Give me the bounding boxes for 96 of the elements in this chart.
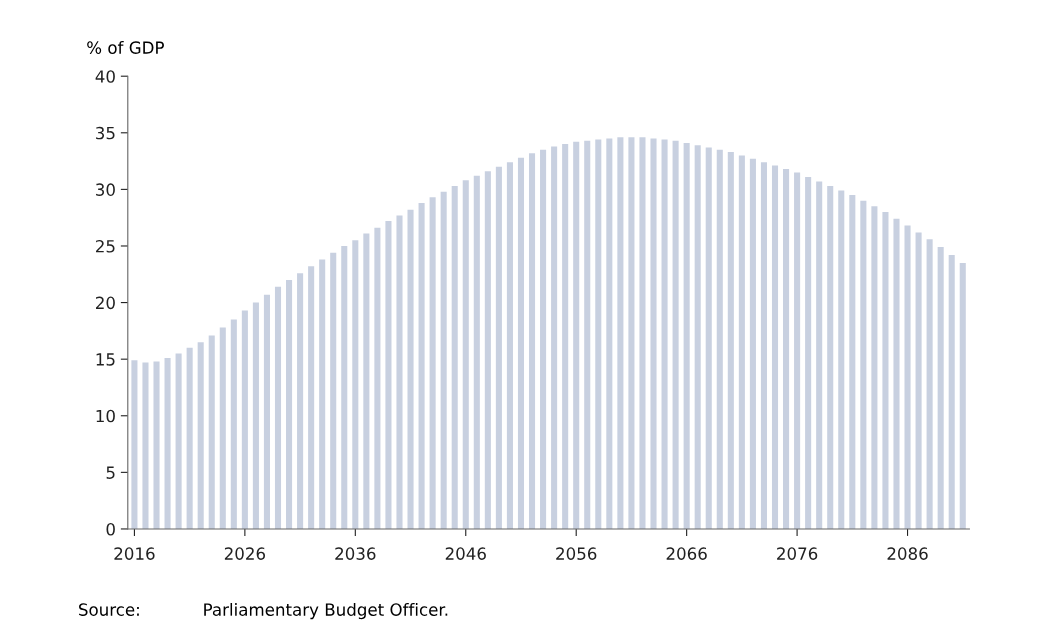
y-tick-label: 30 <box>96 183 115 196</box>
bar <box>860 200 867 529</box>
bar <box>595 139 602 529</box>
bar <box>672 140 679 529</box>
bar <box>341 245 348 529</box>
bar <box>573 141 580 529</box>
bar <box>506 162 513 529</box>
bar <box>661 139 668 529</box>
bar <box>926 239 933 529</box>
bar <box>297 273 304 529</box>
bar <box>186 347 193 529</box>
bar <box>462 180 469 529</box>
bar <box>727 152 734 529</box>
bar <box>396 215 403 529</box>
y-tick-label: 10 <box>96 409 115 423</box>
bar <box>783 169 790 529</box>
bar <box>838 190 845 529</box>
bar <box>749 158 756 529</box>
bar <box>528 153 536 529</box>
x-tick-label: 2056 <box>556 547 597 560</box>
x-tick-label: 2086 <box>887 547 928 560</box>
bar <box>738 155 745 529</box>
bar <box>197 342 204 529</box>
bar <box>352 240 359 529</box>
y-tick-label: 15 <box>96 353 115 366</box>
bar <box>241 310 248 529</box>
bar <box>948 255 955 529</box>
bar <box>805 176 812 529</box>
bar <box>274 286 282 529</box>
bar <box>319 259 326 529</box>
bar <box>363 233 370 529</box>
bar <box>495 166 502 529</box>
bar <box>252 302 259 529</box>
bar <box>429 197 436 529</box>
bar <box>849 195 856 529</box>
source-note: Source: <box>79 603 139 616</box>
bar <box>286 279 293 529</box>
bar <box>263 294 270 529</box>
bar <box>164 358 171 529</box>
bar <box>407 209 414 529</box>
bar <box>959 262 966 529</box>
bar <box>617 137 624 529</box>
y-tick-label: 25 <box>96 239 115 253</box>
x-tick-label: 2046 <box>445 547 486 560</box>
text: Parliamentary Budget Officer. <box>204 602 448 620</box>
bar <box>219 327 226 529</box>
bar <box>716 149 723 529</box>
x-tick-label: 2066 <box>666 547 707 560</box>
x-tick-label: 2026 <box>224 547 266 560</box>
bar <box>418 202 425 529</box>
bar <box>882 212 889 529</box>
bar <box>871 206 878 529</box>
x-tick-label: 2016 <box>114 547 155 560</box>
bar <box>893 218 900 529</box>
bar <box>705 147 712 529</box>
bar <box>517 157 525 529</box>
bar <box>639 137 646 529</box>
bar <box>760 162 767 529</box>
bar <box>694 145 701 529</box>
bar <box>330 252 337 529</box>
bar <box>904 225 911 529</box>
bar <box>683 142 690 529</box>
bar <box>208 335 215 529</box>
bar <box>131 360 138 529</box>
bar <box>540 149 547 529</box>
bar <box>440 191 447 529</box>
bar <box>230 319 237 529</box>
y-tick-label: 20 <box>96 296 115 310</box>
y-tick-label: 5 <box>106 466 115 479</box>
bar <box>153 361 160 529</box>
bar <box>551 146 558 529</box>
x-tick-label: 2036 <box>335 547 376 560</box>
bar <box>142 362 149 529</box>
bar <box>816 181 823 529</box>
bar <box>175 353 182 529</box>
y-tick-label: 40 <box>95 70 115 83</box>
bar <box>473 175 480 529</box>
bar <box>308 266 315 529</box>
bar <box>650 138 657 529</box>
bar <box>374 227 381 529</box>
y-axis-title: % of GDP <box>87 41 164 54</box>
y-tick-label: 35 <box>96 126 115 140</box>
bar <box>915 232 922 529</box>
bar <box>937 247 944 529</box>
bar <box>794 172 801 529</box>
bar <box>606 138 613 529</box>
bar <box>827 185 834 529</box>
y-tick-label: 0 <box>106 522 115 536</box>
bar <box>562 144 569 529</box>
bar <box>584 140 591 529</box>
bar <box>628 137 635 529</box>
x-tick-label: 2076 <box>777 547 818 560</box>
bar <box>771 165 779 529</box>
bar <box>484 171 491 529</box>
bar <box>451 185 458 529</box>
bar <box>385 221 392 529</box>
